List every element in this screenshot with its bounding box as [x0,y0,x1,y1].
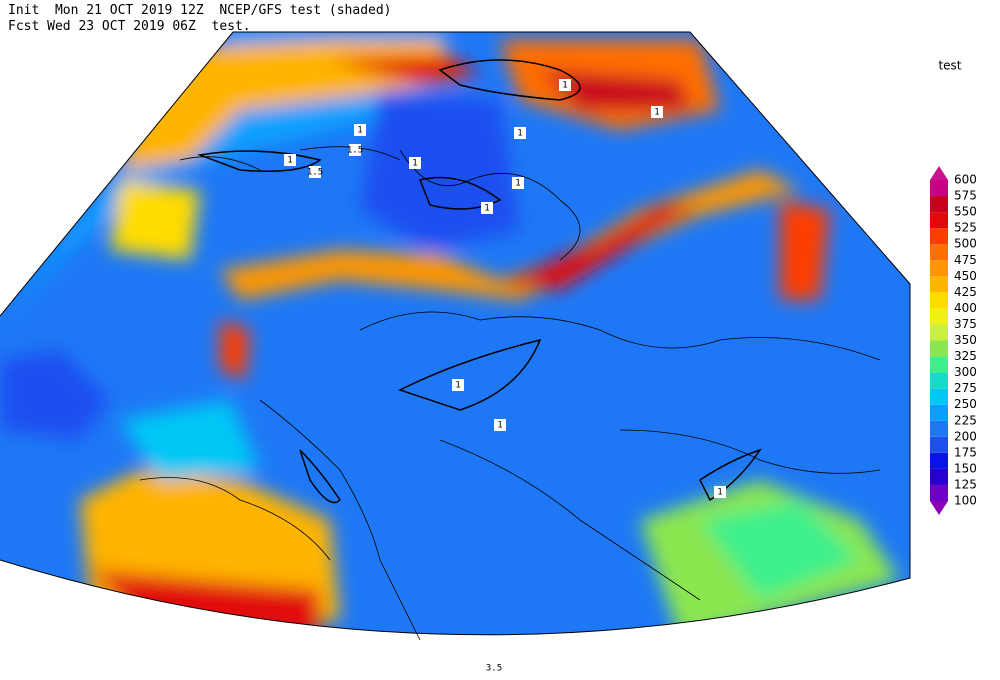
colorbar-tick-label: 350 [954,333,977,347]
colorbar-segment [930,324,948,341]
colorbar-arrow-low [930,501,948,515]
contour-label-box [354,124,366,136]
contour-label-box [284,154,296,166]
colorbar-segment [930,468,948,485]
colorbar-segment [930,340,948,357]
colorbar-tick-label: 275 [954,381,977,395]
colorbar-title: test [938,59,961,73]
contour-label: 1 [717,488,722,498]
colorbar-segment [930,308,948,325]
colorbar-segment [930,404,948,421]
colorbar: 100 125 150 175 200 225 250 275 300 325 350 375 400 4… [930,166,977,515]
colorbar-tick-label: 475 [954,253,977,267]
header-forecast: Fcst Wed 23 OCT 2019 06Z test. [8,19,251,34]
colorbar-tick-label: 300 [954,365,977,379]
colorbar-segment [930,244,948,261]
contour-label: 1 [455,381,460,391]
contour-label-box [452,379,464,391]
colorbar-tick-label: 525 [954,221,977,235]
contour-label: 1 [484,204,489,214]
colorbar-tick-label: 450 [954,269,977,283]
contour-label: 1 [562,81,567,91]
colorbar-tick-label: 375 [954,317,977,331]
contour-label-box [651,106,663,118]
colorbar-segment [930,276,948,293]
colorbar-segment [930,292,948,309]
colorbar-segment [930,452,948,469]
contour-label: 1 [412,159,417,169]
contour-label-box [512,177,524,189]
colorbar-tick-label: 200 [954,429,977,443]
contour-label-box [514,127,526,139]
contour-label-box [494,419,506,431]
contours [197,59,762,504]
contour-label: 1 [654,108,659,118]
colorbar-tick-label: 100 [954,494,977,508]
contour-label-box [349,144,361,156]
colorbar-tick-label: 325 [954,349,977,363]
colorbar-tick-label: 600 [954,173,977,187]
colorbar-tick-label: 575 [954,189,977,203]
colorbar-segment [930,388,948,405]
contour-label-box [481,202,493,214]
contour-label: 1 [357,126,362,136]
colorbar-tick-label: 500 [954,237,977,251]
contour-label: 1.5 [347,146,363,156]
colorbar-segment [930,180,948,197]
colorbar-segment [930,420,948,437]
colorbar-tick-label: 400 [954,301,977,315]
colorbar-tick-label: 425 [954,285,977,299]
coastlines [139,146,881,641]
colorbar-tick-label: 550 [954,205,977,219]
colorbar-segment [930,484,948,501]
contour-label-box [714,486,726,498]
colorbar-segment [930,356,948,373]
colorbar-segment [930,196,948,213]
colorbar-segment [930,372,948,389]
contour-label-box [559,79,571,91]
contour-label-box [309,166,321,178]
contour-label: 1.5 [307,168,323,178]
map-border [0,31,911,636]
colorbar-tick-label: 225 [954,413,977,427]
colorbar-segment [930,436,948,453]
colorbar-segment [930,212,948,229]
header-init: Init Mon 21 OCT 2019 12Z NCEP/GFS test (… [8,3,392,18]
contour-label: 1 [515,179,520,189]
colorbar-segment [930,260,948,277]
colorbar-tick-label: 250 [954,397,977,411]
contour-label: 1 [287,156,292,166]
colorbar-tick-label: 150 [954,461,977,475]
contour-label-box [409,157,421,169]
colorbar-segment [930,228,948,245]
contour-label: 1 [497,421,502,431]
contour-label: 3.5 [486,664,502,674]
contour-label-box [488,662,500,674]
contour-label: 1 [517,129,522,139]
colorbar-arrow-high [930,166,948,180]
colorbar-tick-label: 175 [954,445,977,459]
colorbar-tick-label: 125 [954,477,977,491]
